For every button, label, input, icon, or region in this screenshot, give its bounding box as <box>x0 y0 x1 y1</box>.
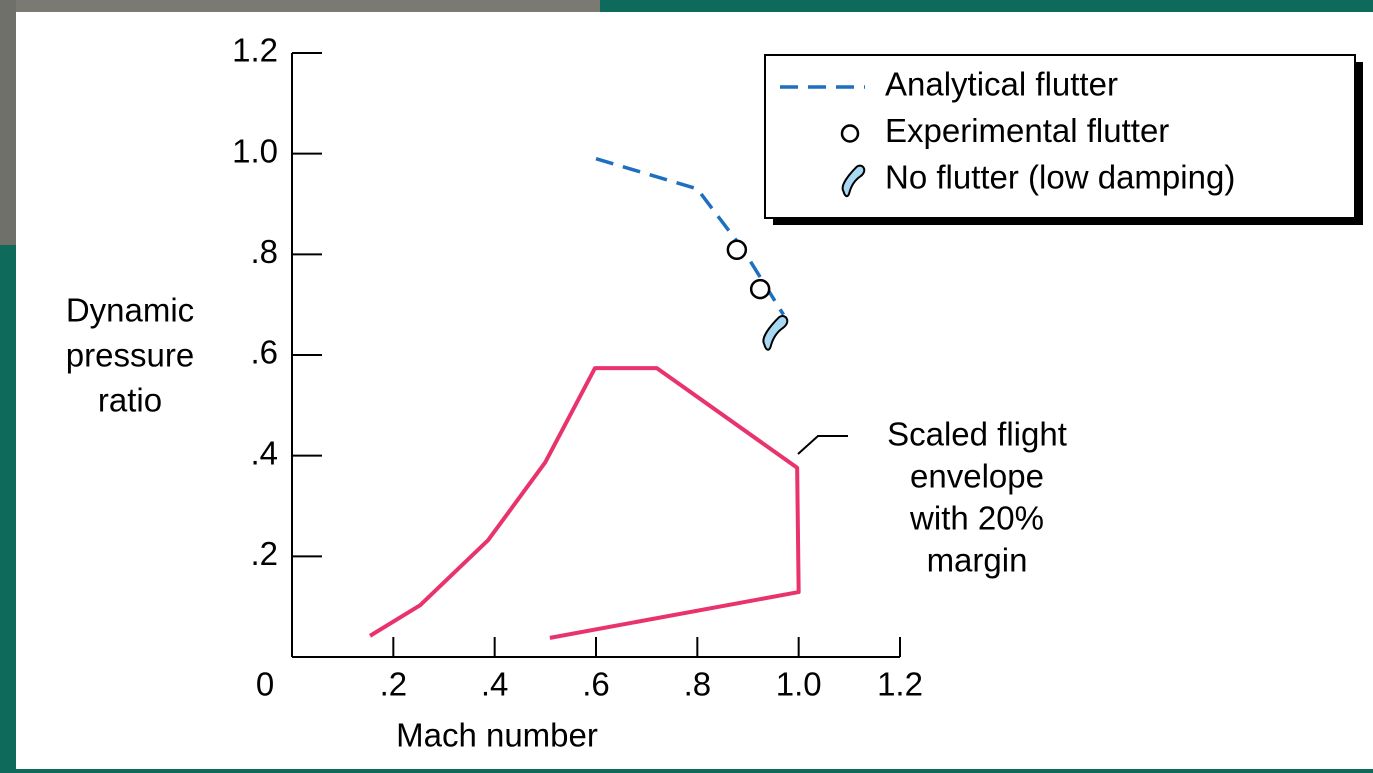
annotation: Scaled flight <box>887 416 1067 453</box>
legend-label: Analytical flutter <box>885 66 1118 103</box>
y-tick-label: .6 <box>250 334 278 371</box>
x-tick-label: .4 <box>481 666 509 703</box>
legend-swatch <box>841 164 866 198</box>
photo-strip <box>0 0 600 12</box>
experimental-point <box>726 239 748 261</box>
y-tick-label: 1.0 <box>232 132 278 169</box>
annotation: with 20% <box>909 500 1044 537</box>
x-tick-label: .8 <box>684 666 712 703</box>
y-axis-title: pressure <box>66 337 194 374</box>
legend-label: Experimental flutter <box>885 112 1169 149</box>
legend-swatch <box>840 124 860 143</box>
x-tick-label: 1.0 <box>776 666 822 703</box>
x-tick-label: .2 <box>380 666 408 703</box>
y-tick-label: .2 <box>250 535 278 572</box>
no-flutter-point <box>762 315 789 351</box>
x-tick-label: .6 <box>582 666 610 703</box>
x-tick-label: 1.2 <box>877 666 923 703</box>
annotation-leader <box>797 435 848 455</box>
y-tick-label: .8 <box>250 233 278 270</box>
legend <box>764 54 1356 219</box>
series-line <box>595 157 785 316</box>
y-axis-title: ratio <box>98 382 162 419</box>
annotation: margin <box>927 542 1028 579</box>
annotation: envelope <box>910 458 1044 495</box>
experimental-point <box>749 278 771 300</box>
y-axis-title: Dynamic <box>66 292 194 329</box>
legend-label: No flutter (low damping) <box>885 159 1235 196</box>
photo-strip <box>0 0 16 245</box>
x-tick-label: 0 <box>256 666 274 703</box>
y-tick-label: .4 <box>250 434 278 471</box>
series-line <box>368 366 801 640</box>
y-tick-label: 1.2 <box>232 32 278 69</box>
x-axis-title: Mach number <box>396 717 598 754</box>
